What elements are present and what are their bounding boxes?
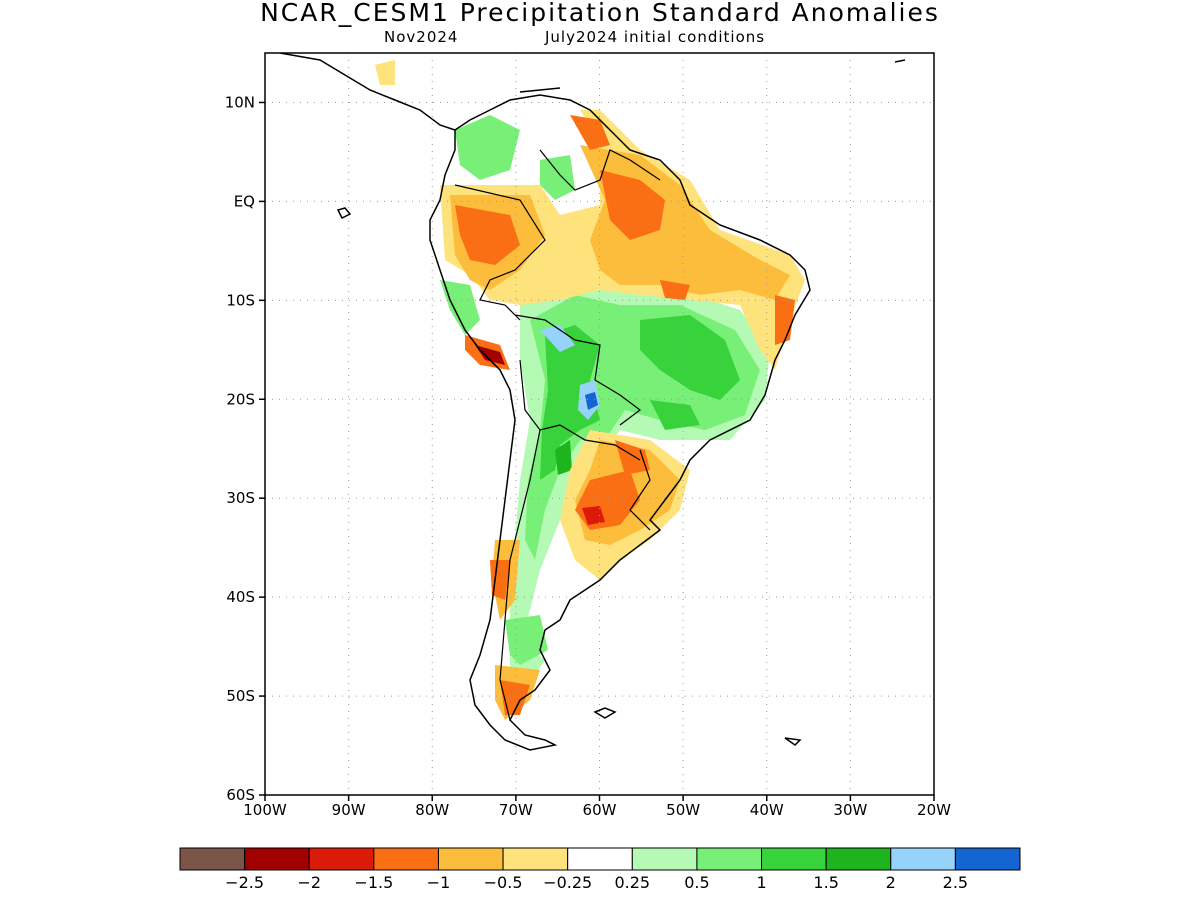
lon-tick-label: 90W (332, 801, 366, 819)
wet-anomaly-region (555, 440, 572, 475)
dry-anomaly-region (490, 560, 510, 600)
wet-anomaly-region (585, 392, 598, 410)
dry-anomaly-region (500, 680, 530, 715)
wet-anomaly-region (540, 325, 575, 352)
country-border (519, 359, 641, 461)
wet-anomaly-region (640, 315, 740, 400)
dry-anomaly-region (582, 506, 605, 525)
central-america-coastline (279, 53, 456, 131)
lat-tick-label: 60S (226, 786, 255, 804)
lat-tick-label: 50S (226, 687, 255, 705)
country-border (454, 184, 546, 321)
dry-anomaly-region (375, 60, 395, 85)
chart-subtitle: Nov2024 July2024 initial conditions (0, 28, 1200, 48)
lon-tick-label: 40W (750, 801, 784, 819)
wet-anomaly-region (455, 115, 520, 180)
lon-tick-label: 70W (499, 801, 533, 819)
chart-title: NCAR_CESM1 Precipitation Standard Anomal… (260, 0, 940, 27)
country-border (499, 429, 541, 721)
colorbar-swatch (631, 847, 698, 871)
lon-tick-label: 30W (833, 801, 867, 819)
colorbar-label: −0.25 (543, 873, 592, 892)
colorbar-swatch (179, 847, 246, 871)
dry-anomaly-region (455, 205, 520, 265)
colorbar-label: −2 (297, 873, 321, 892)
colorbar-swatch (825, 847, 892, 871)
colorbar-label: 2.5 (943, 873, 968, 892)
wet-anomaly-region (650, 400, 700, 430)
country-borders (454, 149, 661, 721)
colorbar-label: −1 (427, 873, 451, 892)
wet-anomaly-region (440, 280, 480, 335)
lat-tick-label: EQ (234, 192, 255, 210)
lon-tick-label: 100W (243, 801, 287, 819)
lat-tick-label: 10N (225, 93, 255, 111)
dry-anomaly-region (775, 295, 795, 345)
lon-tick-label: 60W (583, 801, 617, 819)
longitude-axis: 100W 90W 80W 70W 60W 50W 40W 30W 20W (243, 795, 951, 819)
colorbar-swatch (373, 847, 439, 871)
lon-tick-label: 50W (666, 801, 700, 819)
grid-lines (265, 53, 934, 795)
colorbar-label: 2 (886, 873, 896, 892)
colorbar-label: 0.5 (684, 873, 709, 892)
colorbar-swatch (696, 847, 763, 871)
south-america-coastline (429, 94, 811, 751)
south-georgia (784, 737, 802, 746)
dry-anomaly-region (475, 345, 505, 365)
dry-anomaly-region (600, 170, 665, 240)
colorbar-label: −2.5 (225, 873, 264, 892)
falkland-islands (593, 707, 617, 719)
colorbar-swatch (308, 847, 375, 871)
dry-anomaly-region (660, 280, 690, 300)
lon-tick-label: 20W (917, 801, 951, 819)
colorbar-swatch (761, 847, 827, 871)
lat-tick-label: 10S (226, 291, 255, 309)
colorbar: −2.5 −2 −1.5 −1 −0.5 −0.25 0.25 0.5 1 1.5 2 2.5 (179, 847, 1021, 892)
country-border (539, 149, 661, 191)
colorbar-swatch (244, 847, 310, 871)
caribbean-islands (519, 59, 906, 93)
colorbar-swatch (954, 847, 1021, 871)
colorbar-label: 0.25 (614, 873, 650, 892)
forecast-month: Nov2024 (384, 28, 459, 46)
lat-tick-label: 30S (226, 489, 255, 507)
galapagos (336, 207, 352, 220)
lat-tick-label: 40S (226, 588, 255, 606)
colorbar-swatch (567, 847, 633, 871)
anomaly-field (375, 60, 805, 720)
lon-tick-label: 80W (415, 801, 449, 819)
colorbar-label: −1.5 (354, 873, 393, 892)
country-border (514, 314, 641, 426)
colorbar-swatch (890, 847, 956, 871)
lat-tick-label: 20S (226, 390, 255, 408)
initial-conditions-label: July2024 initial conditions (545, 28, 766, 46)
coastlines (279, 53, 906, 751)
colorbar-swatch (502, 847, 569, 871)
wet-anomaly-region (540, 155, 575, 200)
colorbar-label: −0.5 (484, 873, 523, 892)
colorbar-label: 1 (756, 873, 766, 892)
dry-anomaly-region (615, 440, 650, 475)
country-border (629, 449, 651, 531)
colorbar-label: 1.5 (813, 873, 838, 892)
wet-anomaly-region (540, 325, 600, 480)
dry-anomaly-region (580, 145, 790, 300)
colorbar-swatch (437, 847, 504, 871)
latitude-axis: 10N EQ 10S 20S 30S 40S 50S 60S (225, 93, 265, 804)
